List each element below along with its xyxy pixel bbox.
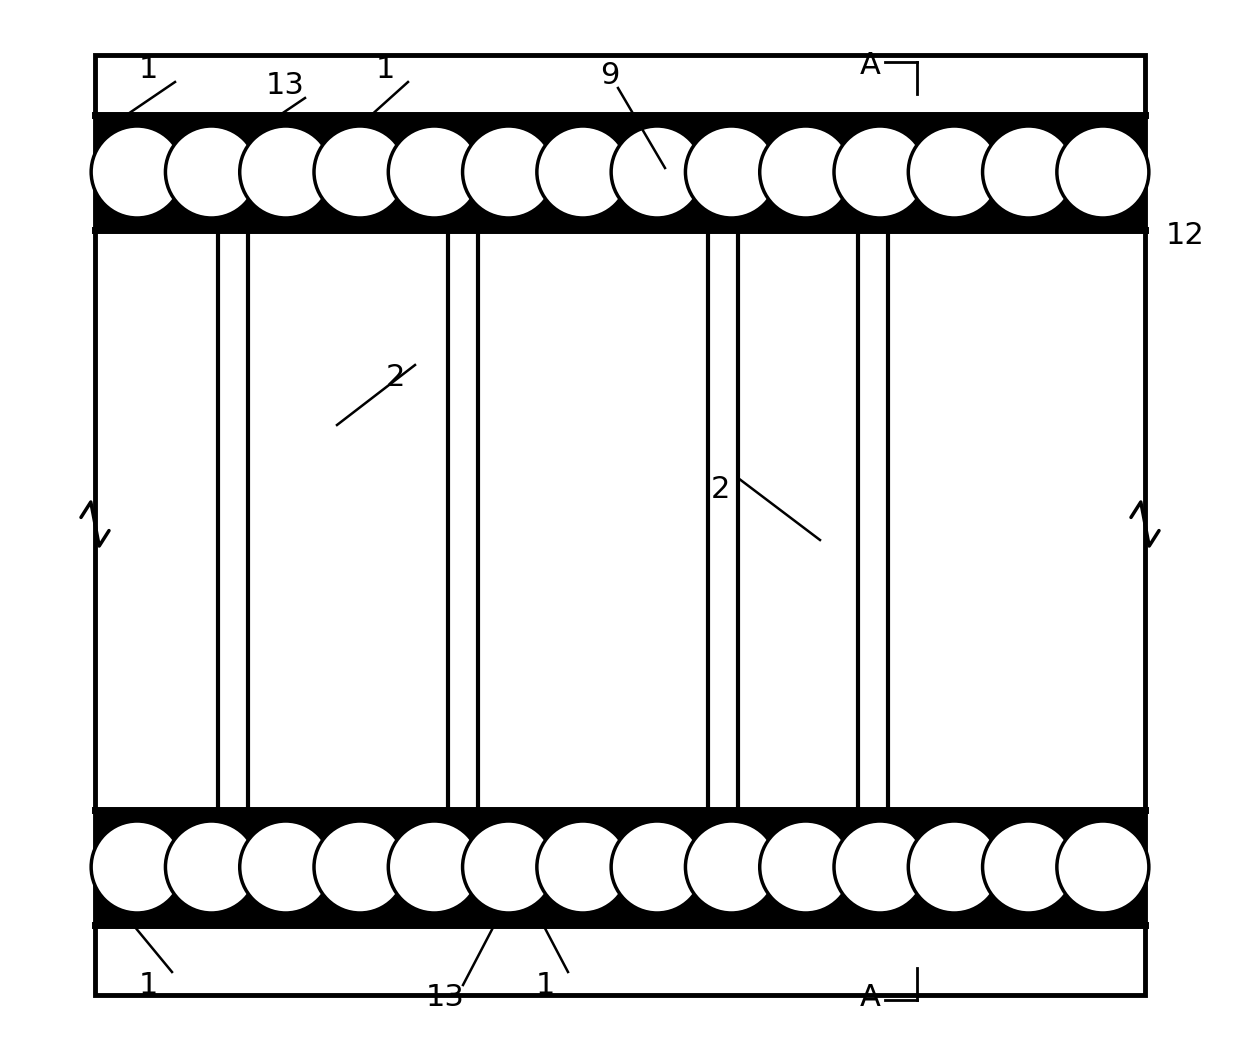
- Ellipse shape: [165, 821, 258, 913]
- Ellipse shape: [1056, 821, 1148, 913]
- Text: 2: 2: [711, 475, 729, 505]
- Ellipse shape: [1056, 126, 1148, 218]
- Ellipse shape: [686, 126, 777, 218]
- Ellipse shape: [165, 126, 258, 218]
- Text: 2: 2: [386, 364, 404, 392]
- Ellipse shape: [463, 126, 554, 218]
- Ellipse shape: [760, 126, 852, 218]
- Ellipse shape: [611, 821, 703, 913]
- Text: A: A: [859, 984, 880, 1012]
- Ellipse shape: [686, 821, 777, 913]
- Ellipse shape: [611, 126, 703, 218]
- Text: 1: 1: [376, 56, 394, 85]
- Ellipse shape: [760, 821, 852, 913]
- Ellipse shape: [982, 126, 1075, 218]
- Ellipse shape: [92, 126, 184, 218]
- Ellipse shape: [239, 821, 332, 913]
- Bar: [95, 55, 1145, 996]
- Ellipse shape: [537, 126, 629, 218]
- Ellipse shape: [388, 821, 480, 913]
- Ellipse shape: [537, 821, 629, 913]
- Ellipse shape: [908, 126, 1001, 218]
- Text: 9: 9: [600, 61, 620, 89]
- Text: A: A: [859, 50, 880, 80]
- Bar: [95, 810, 1145, 925]
- Text: 1: 1: [536, 970, 554, 1000]
- Bar: [95, 115, 1145, 230]
- Ellipse shape: [388, 126, 480, 218]
- Text: 12: 12: [1166, 220, 1204, 250]
- Text: 13: 13: [425, 984, 465, 1012]
- Ellipse shape: [314, 126, 405, 218]
- Ellipse shape: [982, 821, 1075, 913]
- Ellipse shape: [314, 821, 405, 913]
- Text: 1: 1: [139, 970, 157, 1000]
- Ellipse shape: [835, 821, 926, 913]
- Ellipse shape: [92, 821, 184, 913]
- Ellipse shape: [835, 126, 926, 218]
- Ellipse shape: [908, 821, 1001, 913]
- Text: 13: 13: [265, 70, 305, 100]
- Ellipse shape: [239, 126, 332, 218]
- Ellipse shape: [463, 821, 554, 913]
- Text: 1: 1: [139, 56, 157, 85]
